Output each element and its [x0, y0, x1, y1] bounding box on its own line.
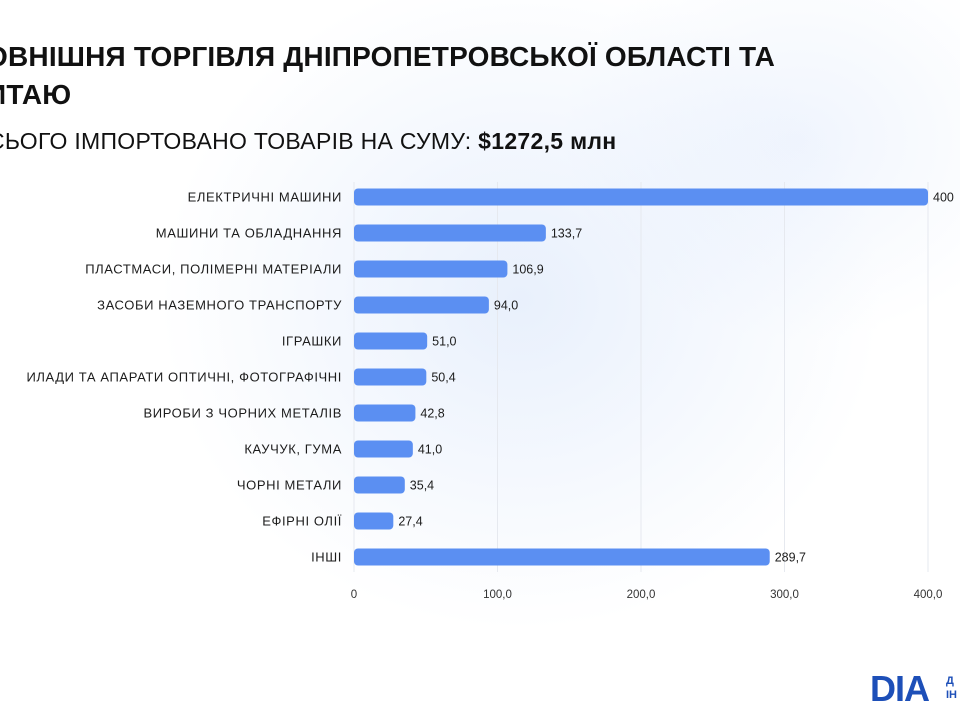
category-label: ВИРОБИ З ЧОРНИХ МЕТАЛІВ — [143, 406, 342, 421]
chart-x-ticks: 0 100,0 200,0 300,0 400,0 — [351, 589, 943, 601]
bar — [354, 548, 770, 566]
bar — [354, 368, 427, 386]
category-label: ПЛАСТМАСИ, ПОЛІМЕРНІ МАТЕРІАЛИ — [85, 262, 342, 277]
bar — [354, 332, 428, 350]
value-label: 27,4 — [398, 515, 422, 529]
page-title: ОВНІШНЯ ТОРГІВЛЯ ДНІПРОПЕТРОВСЬКОЇ ОБЛАС… — [0, 41, 775, 110]
x-tick-label: 0 — [351, 589, 357, 601]
category-label: ЗАСОБИ НАЗЕМНОГО ТРАНСПОРТУ — [97, 298, 342, 313]
chart-bars — [354, 188, 928, 566]
value-label: 133,7 — [551, 227, 582, 241]
x-tick-label: 100,0 — [483, 589, 512, 601]
category-label: ІГРАШКИ — [282, 334, 342, 349]
value-label: 51,0 — [432, 335, 456, 349]
bar — [354, 224, 546, 242]
category-label: ЧОРНІ МЕТАЛИ — [237, 478, 342, 493]
value-label: 289,7 — [775, 551, 806, 565]
category-label: ЕЛЕКТРИЧНІ МАШИНИ — [188, 190, 342, 205]
bar — [354, 476, 405, 494]
bar — [354, 404, 416, 422]
bar — [354, 260, 508, 278]
category-label: КАУЧУК, ГУМА — [244, 442, 342, 457]
dia-logo: DIA Д ІН — [870, 666, 960, 716]
category-label: ІНШІ — [311, 550, 342, 565]
x-tick-label: 300,0 — [770, 589, 799, 601]
x-tick-label: 200,0 — [627, 589, 656, 601]
bar — [354, 512, 394, 530]
value-label: 42,8 — [420, 407, 444, 421]
category-label: МАШИНИ ТА ОБЛАДНАННЯ — [156, 226, 342, 241]
chart-value-labels: 400 133,7 106,9 94,0 51,0 50,4 42,8 41,0 35,4 27,… — [398, 191, 954, 565]
value-label: 106,9 — [512, 263, 543, 277]
bar — [354, 188, 928, 206]
bar — [354, 440, 413, 458]
chart-category-labels: ЕЛЕКТРИЧНІ МАШИНИ МАШИНИ ТА ОБЛАДНАННЯ ПЛА… — [26, 190, 342, 565]
import-total-subtitle: СЬОГО ІМПОРТОВАНО ТОВАРІВ НА СУМУ: $1272… — [0, 126, 617, 156]
x-tick-label: 400,0 — [914, 589, 943, 601]
logo-text: Д ІН — [946, 675, 957, 701]
value-label: 41,0 — [418, 443, 442, 457]
logo-mark: DIA — [870, 668, 930, 709]
category-label: ЕФІРНІ ОЛІЇ — [262, 514, 342, 529]
value-label: 50,4 — [431, 371, 455, 385]
category-label: ИЛАДИ ТА АПАРАТИ ОПТИЧНІ, ФОТОГРАФІЧНІ — [26, 370, 342, 385]
subtitle-prefix: СЬОГО ІМПОРТОВАНО ТОВАРІВ НА СУМУ: — [0, 128, 479, 154]
value-label: 400 — [933, 191, 954, 205]
value-label: 94,0 — [494, 299, 518, 313]
value-label: 35,4 — [410, 479, 434, 493]
bar — [354, 296, 489, 314]
import-total-value: $1272,5 млн — [478, 128, 617, 154]
